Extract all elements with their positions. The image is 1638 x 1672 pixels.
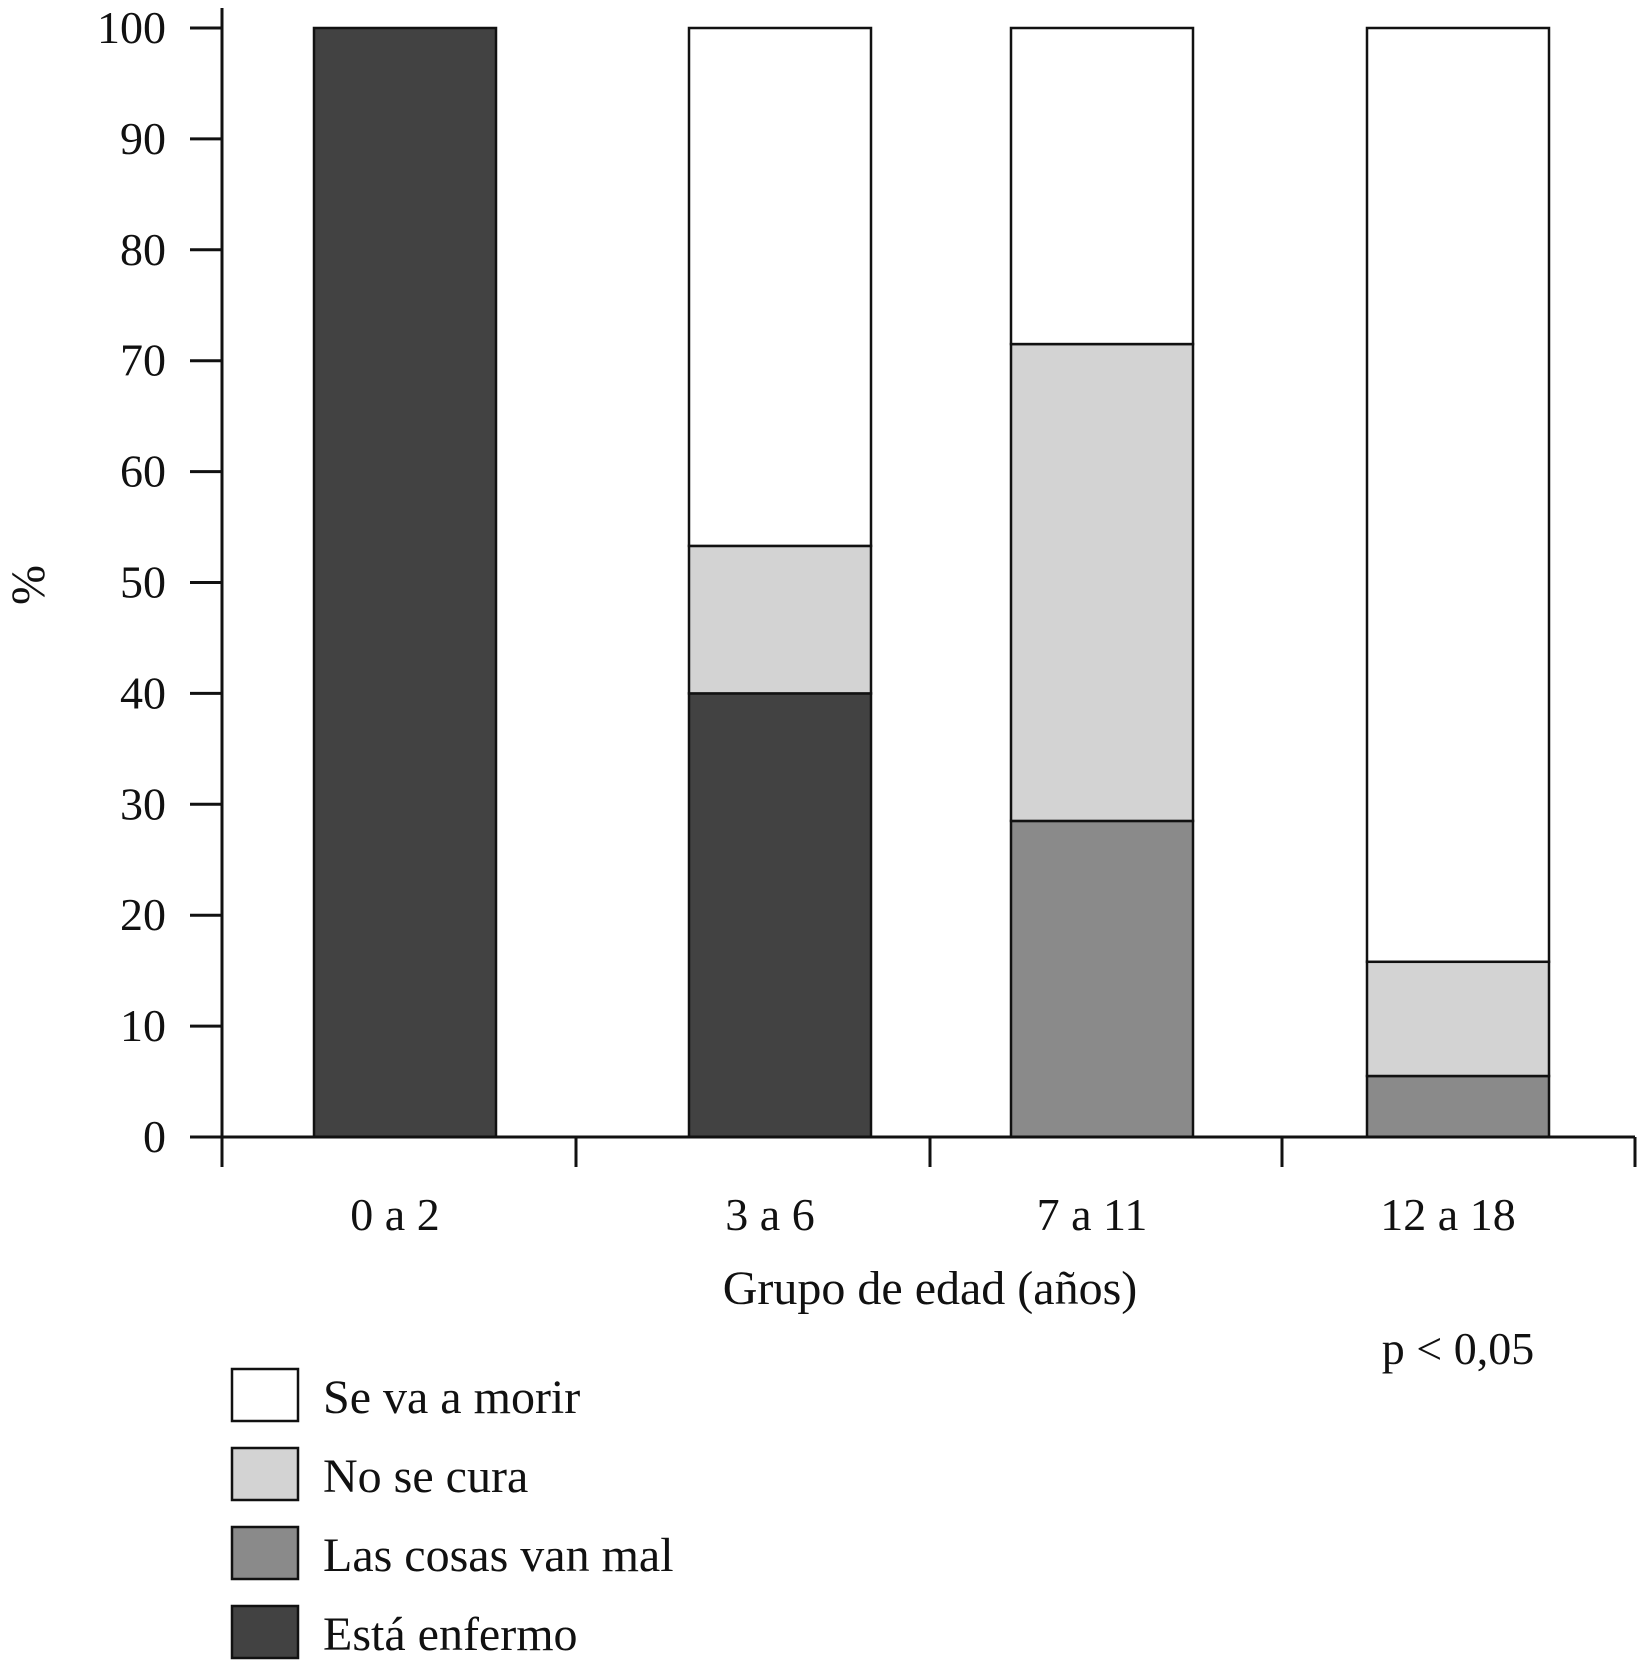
y-tick-label: 10 (120, 1000, 166, 1051)
legend-label: Se va a morir (323, 1371, 580, 1424)
bar-segment (1365, 960, 1551, 1078)
x-tick-label: 0 a 2 (350, 1189, 439, 1240)
significance-note: p < 0,05 (1382, 1323, 1534, 1374)
bar-segment (1009, 819, 1195, 1139)
x-axis-title: Grupo de edad (años) (723, 1262, 1138, 1315)
y-tick-label: 80 (120, 224, 166, 275)
bar-segment (687, 26, 873, 548)
x-ticks: 0 a 2 3 a 6 7 a 11 12 a 18 (220, 1137, 1637, 1240)
y-tick-label: 100 (97, 2, 166, 53)
y-tick-label: 70 (120, 335, 166, 386)
legend-swatch (230, 1604, 300, 1660)
legend: Se va a morir No se cura Las cosas van mal… (230, 1367, 674, 1661)
y-tick-label: 0 (143, 1111, 166, 1162)
legend-label: Está enfermo (323, 1608, 578, 1661)
y-tick-label: 50 (120, 557, 166, 608)
y-tick-label: 30 (120, 778, 166, 829)
y-ticks: 0 10 20 30 40 50 60 70 80 90 100 (97, 2, 222, 1162)
legend-swatch (230, 1367, 300, 1423)
bar-segment (687, 544, 873, 695)
y-tick-label: 60 (120, 446, 166, 497)
bar-segment (1009, 342, 1195, 823)
legend-swatch (230, 1525, 300, 1581)
legend-label: No se cura (323, 1450, 528, 1503)
x-tick-label: 3 a 6 (725, 1189, 814, 1240)
bar-segment (687, 692, 873, 1139)
bar-segment (1365, 26, 1551, 964)
axes-layer (190, 8, 1635, 1139)
y-tick-label: 90 (120, 113, 166, 164)
y-tick-label: 20 (120, 889, 166, 940)
bar-segment (1009, 26, 1195, 346)
bars-layer (312, 26, 1551, 1139)
bar-segment (312, 26, 498, 1139)
x-tick-label: 7 a 11 (1037, 1189, 1148, 1240)
y-tick-label: 40 (120, 667, 166, 718)
legend-swatch (230, 1446, 300, 1502)
legend-label: Las cosas van mal (323, 1529, 674, 1582)
y-axis-title: % (2, 565, 55, 605)
x-tick-label: 12 a 18 (1380, 1189, 1515, 1240)
bar-segment (1365, 1074, 1551, 1139)
